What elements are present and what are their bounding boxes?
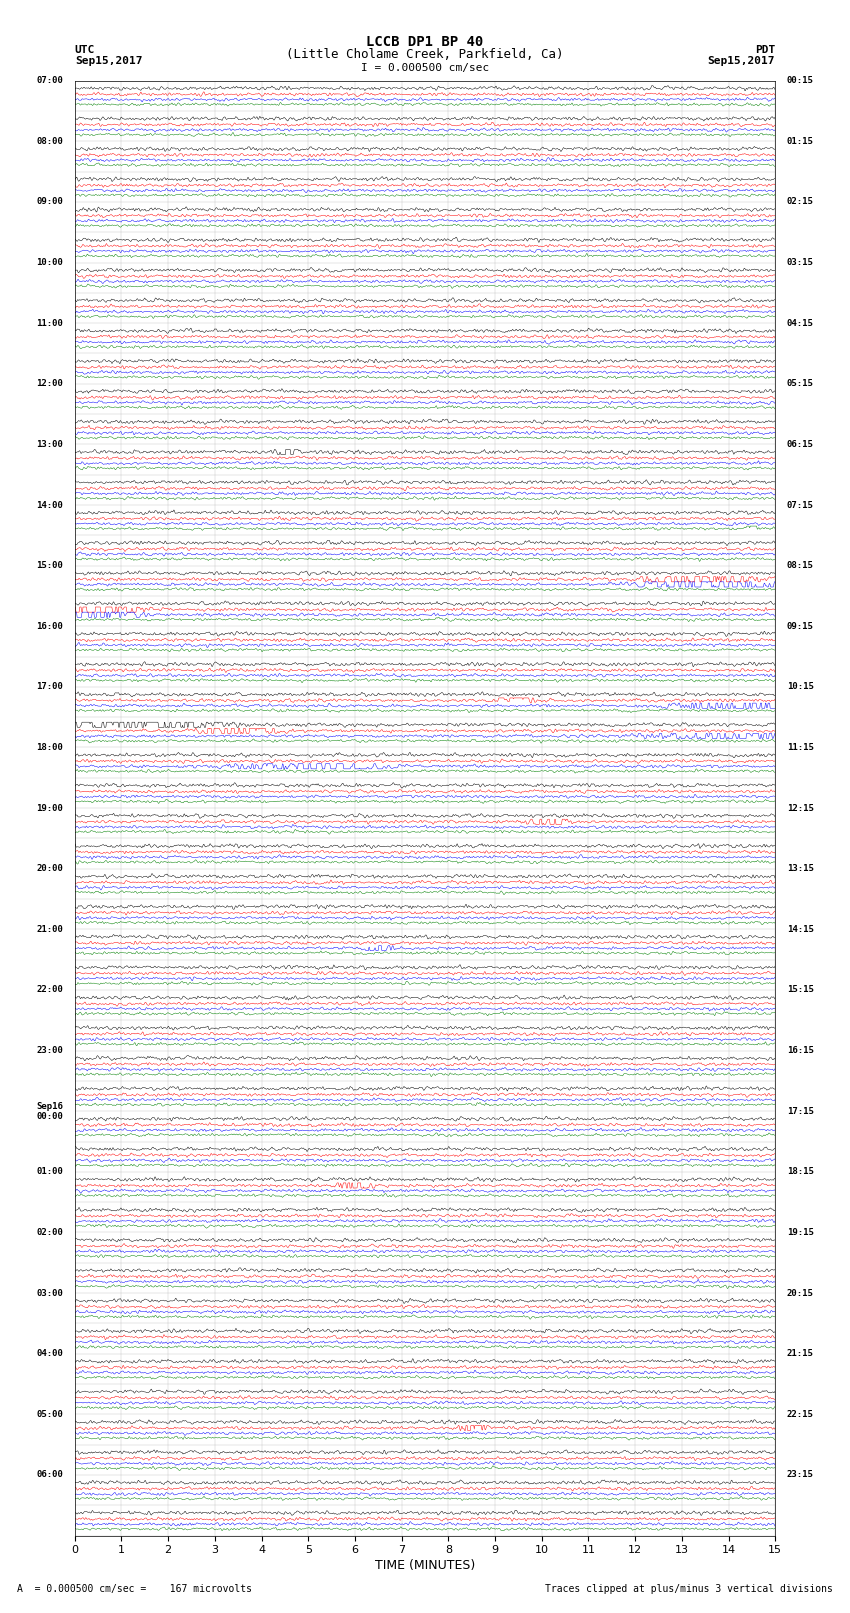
Text: 07:15: 07:15 <box>787 500 813 510</box>
Text: UTC: UTC <box>75 45 95 55</box>
Text: 03:15: 03:15 <box>787 258 813 268</box>
Text: 23:15: 23:15 <box>787 1471 813 1479</box>
Text: 08:15: 08:15 <box>787 561 813 569</box>
Text: Traces clipped at plus/minus 3 vertical divisions: Traces clipped at plus/minus 3 vertical … <box>545 1584 833 1594</box>
Text: 21:00: 21:00 <box>37 924 63 934</box>
Text: 23:00: 23:00 <box>37 1047 63 1055</box>
Text: 04:15: 04:15 <box>787 319 813 327</box>
Text: 19:15: 19:15 <box>787 1227 813 1237</box>
Text: 12:15: 12:15 <box>787 803 813 813</box>
Text: 00:15: 00:15 <box>787 76 813 85</box>
X-axis label: TIME (MINUTES): TIME (MINUTES) <box>375 1560 475 1573</box>
Text: 15:00: 15:00 <box>37 561 63 569</box>
Text: Sep15,2017: Sep15,2017 <box>708 56 775 66</box>
Text: 22:15: 22:15 <box>787 1410 813 1419</box>
Text: 16:00: 16:00 <box>37 621 63 631</box>
Text: 06:15: 06:15 <box>787 440 813 448</box>
Text: 11:15: 11:15 <box>787 744 813 752</box>
Text: 17:15: 17:15 <box>787 1107 813 1116</box>
Text: 10:00: 10:00 <box>37 258 63 268</box>
Text: PDT: PDT <box>755 45 775 55</box>
Text: 04:00: 04:00 <box>37 1348 63 1358</box>
Text: 06:00: 06:00 <box>37 1471 63 1479</box>
Text: 03:00: 03:00 <box>37 1289 63 1297</box>
Text: I = 0.000500 cm/sec: I = 0.000500 cm/sec <box>361 63 489 73</box>
Text: 21:15: 21:15 <box>787 1348 813 1358</box>
Text: 17:00: 17:00 <box>37 682 63 692</box>
Text: 02:15: 02:15 <box>787 197 813 206</box>
Text: 12:00: 12:00 <box>37 379 63 389</box>
Text: 20:15: 20:15 <box>787 1289 813 1297</box>
Text: 07:00: 07:00 <box>37 76 63 85</box>
Text: 05:00: 05:00 <box>37 1410 63 1419</box>
Text: 14:15: 14:15 <box>787 924 813 934</box>
Text: 16:15: 16:15 <box>787 1047 813 1055</box>
Text: LCCB DP1 BP 40: LCCB DP1 BP 40 <box>366 35 484 50</box>
Text: 18:15: 18:15 <box>787 1168 813 1176</box>
Text: 01:00: 01:00 <box>37 1168 63 1176</box>
Text: 19:00: 19:00 <box>37 803 63 813</box>
Text: 20:00: 20:00 <box>37 865 63 873</box>
Text: 10:15: 10:15 <box>787 682 813 692</box>
Text: (Little Cholame Creek, Parkfield, Ca): (Little Cholame Creek, Parkfield, Ca) <box>286 48 564 61</box>
Text: 18:00: 18:00 <box>37 744 63 752</box>
Text: 08:00: 08:00 <box>37 137 63 145</box>
Text: 15:15: 15:15 <box>787 986 813 995</box>
Text: 09:00: 09:00 <box>37 197 63 206</box>
Text: 13:15: 13:15 <box>787 865 813 873</box>
Text: 11:00: 11:00 <box>37 319 63 327</box>
Text: 02:00: 02:00 <box>37 1227 63 1237</box>
Text: 05:15: 05:15 <box>787 379 813 389</box>
Text: 09:15: 09:15 <box>787 621 813 631</box>
Text: Sep16
00:00: Sep16 00:00 <box>37 1102 63 1121</box>
Text: 01:15: 01:15 <box>787 137 813 145</box>
Text: 22:00: 22:00 <box>37 986 63 995</box>
Text: Sep15,2017: Sep15,2017 <box>75 56 142 66</box>
Text: 13:00: 13:00 <box>37 440 63 448</box>
Text: A  = 0.000500 cm/sec =    167 microvolts: A = 0.000500 cm/sec = 167 microvolts <box>17 1584 252 1594</box>
Text: 14:00: 14:00 <box>37 500 63 510</box>
